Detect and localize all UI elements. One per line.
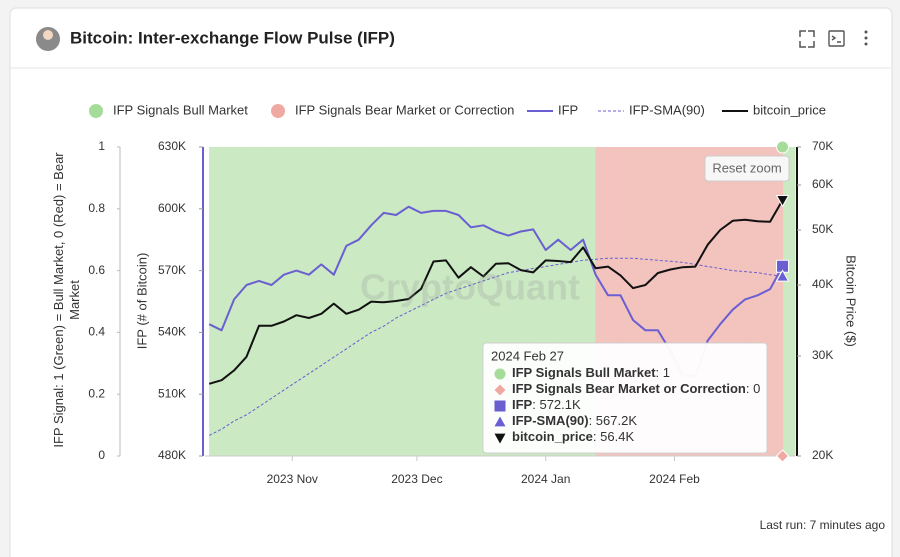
signal-band [408,147,422,456]
y-tick-label: 570K [158,263,186,277]
x-tick-label: 2024 Jan [521,472,570,486]
last-run: Last run: 7 minutes ago [760,518,886,532]
tooltip-separator: : [656,365,663,380]
signal-band [770,147,784,456]
signal-band [259,147,272,456]
reset-zoom-label[interactable]: Reset zoom [712,160,781,175]
tooltip-separator: : [532,397,539,412]
tooltip-value: 567.2K [596,413,638,428]
tooltip-title: 2024 Feb 27 [491,348,564,363]
series-line [208,257,783,436]
hover-marker [776,259,790,273]
reset-zoom-box[interactable] [704,155,790,182]
legend-label: IFP Signals Bear Market or Correction [295,102,514,117]
hover-marker [775,449,790,463]
legend-label: IFP [558,102,578,117]
x-tick-label: 2023 Dec [391,472,442,486]
tooltip-value: 572.1K [539,397,581,412]
y2-tick-label: 40K [812,277,833,291]
signal-band [358,147,372,456]
signal-tick-label: 0.2 [88,386,105,400]
tooltip-marker [494,400,506,412]
signal-band [782,147,796,456]
series-line [208,199,784,385]
y-tick-label: 510K [158,386,186,400]
tooltip-series-name: IFP-SMA(90) [512,413,589,428]
signal-band [246,147,260,456]
y2-tick-label: 30K [812,348,833,362]
fullscreen-icon[interactable] [799,30,815,48]
signal-tick-label: 0 [98,448,105,462]
signal-band [321,147,335,456]
signal-band [421,147,435,456]
signal-tick-label: 0.4 [88,325,105,339]
tooltip-separator: : [589,413,596,428]
terminal-icon[interactable] [828,30,845,47]
signal-band [234,147,248,456]
tooltip-series-name: IFP [512,397,533,412]
tooltip-box [482,342,768,454]
watermark: CryptoQuant [360,267,580,308]
y-tick-label: 480K [158,448,186,462]
tooltip-row: IFP-SMA(90): 567.2K [512,413,637,428]
y2-tick-label: 50K [812,222,833,236]
y-tick-label: 630K [158,139,186,153]
tooltip-series-name: IFP Signals Bear Market or Correction [512,381,746,396]
tooltip-row: bitcoin_price: 56.4K [512,429,634,444]
signal-band [346,147,360,456]
reset-zoom-button[interactable]: Reset zoom [704,155,790,182]
tooltip-series-name: IFP Signals Bull Market [512,365,656,380]
chart-title: Bitcoin: Inter-exchange Flow Pulse (IFP) [70,28,395,47]
tooltip-row: IFP Signals Bull Market: 1 [512,365,670,380]
signal-band [396,147,410,456]
signal-band [333,147,347,456]
tooltip-marker [494,384,506,396]
signal-band [308,147,322,456]
y2-tick-label: 20K [812,448,833,462]
signal-band [271,147,285,456]
tooltip-marker [494,368,506,380]
legend-swatch [271,104,285,118]
legend-label: IFP Signals Bull Market [113,102,248,117]
tooltip-value: 1 [663,365,670,380]
x-tick-label: 2024 Feb [649,472,700,486]
y-axis-label: IFP (# of Bitcoin) [134,253,149,350]
tooltip-row: IFP Signals Bear Market or Correction: 0 [512,381,760,396]
signal-band [296,147,310,456]
hover-marker [775,269,790,282]
tooltip-separator: : [746,381,753,396]
tooltip-value: 56.4K [600,429,634,444]
signal-tick-label: 0.8 [88,201,105,215]
tooltip-marker [494,433,506,444]
tooltip-series-name: bitcoin_price [512,429,593,444]
y2-axis-label: Bitcoin Price ($) [844,255,859,347]
y2-tick-label: 60K [812,177,833,191]
menu-icon[interactable] [864,30,868,46]
x-tick-label: 2023 Nov [267,472,318,486]
legend-label: bitcoin_price [753,102,826,117]
signal-band [470,147,484,456]
signal-band [445,147,459,456]
avatar-face [43,30,53,40]
hover-marker [775,194,790,208]
signal-tick-label: 0.6 [88,263,105,277]
tooltip-separator: : [593,429,600,444]
signal-tick-label: 1 [98,139,105,153]
tooltip-value: 0 [753,381,760,396]
tooltip-row: IFP: 572.1K [512,397,581,412]
signal-band [433,147,447,456]
legend-swatch [89,104,103,118]
hover-marker [776,140,790,154]
signal-band [209,147,223,456]
y2-tick-label: 70K [812,139,833,153]
legend-label: IFP-SMA(90) [629,102,705,117]
y-tick-label: 600K [158,201,186,215]
signal-band [283,147,297,456]
y-tick-label: 540K [158,325,186,339]
tooltip-marker [494,416,506,427]
signal-axis-label: IFP Signal: 1 (Green) = Bull Market, 0 (… [51,152,82,448]
